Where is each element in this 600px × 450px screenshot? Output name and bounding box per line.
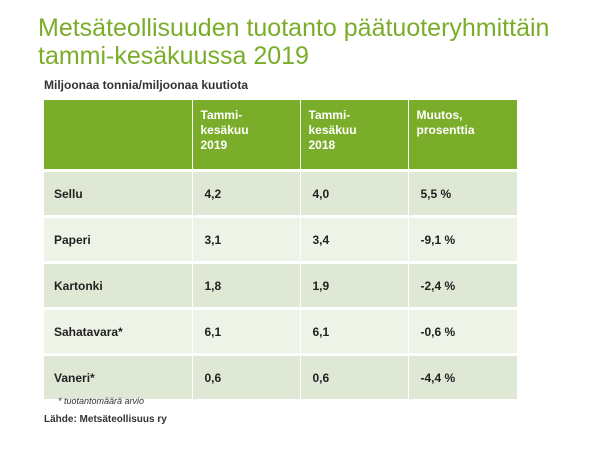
table-header-row: Tammi-kesäkuu 2019 Tammi-kesäkuu 2018 Muut…	[44, 100, 517, 169]
value-2018-cell: 1,9	[299, 264, 408, 307]
table-row: Vaneri* 0,6 0,6 -4,4 %	[44, 356, 517, 399]
header-2019-label: Tammi-kesäkuu 2019	[200, 108, 249, 152]
product-name-cell: Paperi	[44, 218, 192, 261]
product-name-cell: Kartonki	[44, 264, 192, 307]
unit-subtitle: Miljoonaa tonnia/miljoonaa kuutiota	[44, 78, 249, 92]
value-2018-cell: 0,6	[299, 356, 408, 399]
value-2018-cell: 6,1	[299, 310, 408, 353]
production-table: Tammi-kesäkuu 2019 Tammi-kesäkuu 2018 Muut…	[44, 100, 517, 399]
header-cell-2019: Tammi-kesäkuu 2019	[191, 100, 300, 169]
value-2019-cell: 6,1	[191, 310, 300, 353]
header-change-label: Muutos, prosenttia	[416, 108, 475, 137]
table-row: Paperi 3,1 3,4 -9,1 %	[44, 218, 517, 261]
change-percent-cell: 5,5 %	[407, 172, 517, 215]
table-body: Sellu 4,2 4,0 5,5 % Paperi 3,1 3,4 -9,1 % Karton…	[44, 169, 517, 399]
product-name-cell: Sahatavara*	[44, 310, 192, 353]
table-row: Kartonki 1,8 1,9 -2,4 %	[44, 264, 517, 307]
header-cell-change: Muutos, prosenttia	[407, 100, 517, 169]
table-row: Sahatavara* 6,1 6,1 -0,6 %	[44, 310, 517, 353]
header-cell-product	[44, 100, 192, 169]
change-percent-cell: -2,4 %	[407, 264, 517, 307]
change-percent-cell: -4,4 %	[407, 356, 517, 399]
page-title: Metsäteollisuuden tuotanto päätuoteryhmi…	[38, 14, 550, 70]
product-name-cell: Sellu	[44, 172, 192, 215]
value-2018-cell: 4,0	[299, 172, 408, 215]
product-name-cell: Vaneri*	[44, 356, 192, 399]
header-2018-label: Tammi-kesäkuu 2018	[308, 108, 357, 152]
value-2019-cell: 3,1	[191, 218, 300, 261]
table-row: Sellu 4,2 4,0 5,5 %	[44, 172, 517, 215]
header-cell-2018: Tammi-kesäkuu 2018	[299, 100, 408, 169]
source-label: Lähde: Metsäteollisuus ry	[44, 414, 167, 425]
value-2019-cell: 0,6	[191, 356, 300, 399]
footnote: * tuotantomäärä arvio	[58, 396, 145, 406]
value-2018-cell: 3,4	[299, 218, 408, 261]
value-2019-cell: 1,8	[191, 264, 300, 307]
change-percent-cell: -9,1 %	[407, 218, 517, 261]
change-percent-cell: -0,6 %	[407, 310, 517, 353]
value-2019-cell: 4,2	[191, 172, 300, 215]
